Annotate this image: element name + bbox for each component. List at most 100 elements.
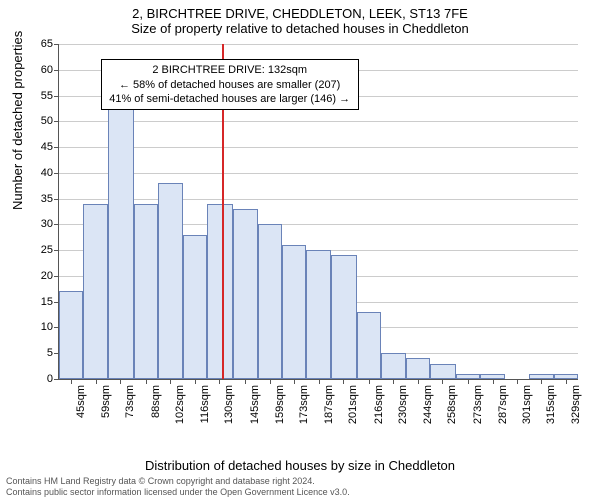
x-tick-mark (319, 379, 320, 384)
x-tick-mark (71, 379, 72, 384)
chart-title-sub: Size of property relative to detached ho… (0, 21, 600, 36)
y-tick-mark (54, 44, 59, 45)
x-tick-label: 244sqm (422, 385, 434, 424)
x-tick-label: 258sqm (446, 385, 458, 424)
chart-title-main: 2, BIRCHTREE DRIVE, CHEDDLETON, LEEK, ST… (0, 6, 600, 21)
x-axis-label: Distribution of detached houses by size … (0, 458, 600, 473)
x-tick-mark (442, 379, 443, 384)
x-tick-label: 301sqm (521, 385, 533, 424)
x-tick-mark (245, 379, 246, 384)
plot-area: 0510152025303540455055606545sqm59sqm73sq… (58, 44, 578, 380)
y-tick-label: 60 (41, 64, 53, 76)
grid-line (59, 199, 578, 200)
histogram-bar (134, 204, 158, 379)
x-tick-label: 201sqm (347, 385, 359, 424)
footer-line-2: Contains public sector information licen… (6, 487, 350, 498)
histogram-bar (357, 312, 381, 379)
y-tick-label: 25 (41, 244, 53, 256)
x-tick-mark (170, 379, 171, 384)
grid-line (59, 121, 578, 122)
x-tick-label: 187sqm (323, 385, 335, 424)
x-tick-mark (120, 379, 121, 384)
x-tick-mark (517, 379, 518, 384)
y-tick-mark (54, 276, 59, 277)
y-tick-mark (54, 224, 59, 225)
histogram-bar (59, 291, 83, 379)
x-tick-mark (393, 379, 394, 384)
histogram-bar (331, 255, 357, 379)
x-tick-label: 159sqm (274, 385, 286, 424)
y-tick-label: 35 (41, 193, 53, 205)
y-tick-label: 15 (41, 296, 53, 308)
x-tick-label: 230sqm (397, 385, 409, 424)
grid-line (59, 173, 578, 174)
annotation-line-2: ← 58% of detached houses are smaller (20… (108, 78, 352, 92)
y-tick-label: 40 (41, 167, 53, 179)
x-tick-mark (369, 379, 370, 384)
x-tick-mark (418, 379, 419, 384)
x-tick-label: 273sqm (472, 385, 484, 424)
x-tick-label: 88sqm (150, 385, 162, 418)
x-tick-label: 73sqm (124, 385, 136, 418)
x-tick-label: 102sqm (174, 385, 186, 424)
y-tick-mark (54, 70, 59, 71)
x-tick-label: 116sqm (199, 385, 211, 423)
grid-line (59, 44, 578, 45)
x-tick-mark (541, 379, 542, 384)
histogram-bar (108, 96, 134, 379)
histogram-bar (233, 209, 257, 379)
x-tick-label: 216sqm (373, 385, 385, 424)
chart-area: 0510152025303540455055606545sqm59sqm73sq… (58, 44, 578, 410)
y-tick-label: 45 (41, 141, 53, 153)
histogram-bar (282, 245, 306, 379)
y-tick-mark (54, 173, 59, 174)
y-tick-mark (54, 96, 59, 97)
x-tick-label: 45sqm (75, 385, 87, 418)
x-tick-label: 173sqm (298, 385, 310, 424)
x-tick-mark (493, 379, 494, 384)
y-tick-label: 5 (47, 347, 53, 359)
footer-attribution: Contains HM Land Registry data © Crown c… (6, 476, 350, 498)
y-tick-mark (54, 147, 59, 148)
y-tick-mark (54, 379, 59, 380)
annotation-line-3: 41% of semi-detached houses are larger (… (108, 92, 352, 106)
histogram-bar (207, 204, 233, 379)
x-tick-label: 329sqm (570, 385, 582, 424)
histogram-bar (430, 364, 456, 379)
x-tick-mark (294, 379, 295, 384)
y-tick-label: 65 (41, 38, 53, 50)
x-tick-mark (195, 379, 196, 384)
histogram-bar (183, 235, 207, 379)
x-tick-mark (270, 379, 271, 384)
x-tick-mark (96, 379, 97, 384)
x-tick-mark (566, 379, 567, 384)
x-tick-label: 59sqm (100, 385, 112, 418)
annotation-box: 2 BIRCHTREE DRIVE: 132sqm ← 58% of detac… (101, 59, 359, 110)
histogram-bar (406, 358, 430, 379)
footer-line-1: Contains HM Land Registry data © Crown c… (6, 476, 350, 487)
histogram-bar (258, 224, 282, 379)
annotation-line-1: 2 BIRCHTREE DRIVE: 132sqm (108, 63, 352, 77)
histogram-bar (306, 250, 330, 379)
x-tick-label: 145sqm (249, 385, 261, 424)
grid-line (59, 147, 578, 148)
histogram-bar (158, 183, 182, 379)
y-tick-mark (54, 250, 59, 251)
y-tick-mark (54, 121, 59, 122)
histogram-bar (83, 204, 107, 379)
x-tick-label: 315sqm (545, 385, 557, 424)
y-axis-label: Number of detached properties (10, 31, 25, 210)
y-tick-label: 10 (41, 321, 53, 333)
y-tick-mark (54, 199, 59, 200)
x-tick-mark (219, 379, 220, 384)
x-tick-label: 287sqm (497, 385, 509, 424)
histogram-bar (381, 353, 405, 379)
y-tick-label: 55 (41, 90, 53, 102)
y-tick-label: 50 (41, 115, 53, 127)
y-tick-label: 30 (41, 218, 53, 230)
x-tick-mark (343, 379, 344, 384)
x-tick-mark (468, 379, 469, 384)
y-tick-label: 0 (47, 373, 53, 385)
x-tick-mark (146, 379, 147, 384)
y-tick-label: 20 (41, 270, 53, 282)
